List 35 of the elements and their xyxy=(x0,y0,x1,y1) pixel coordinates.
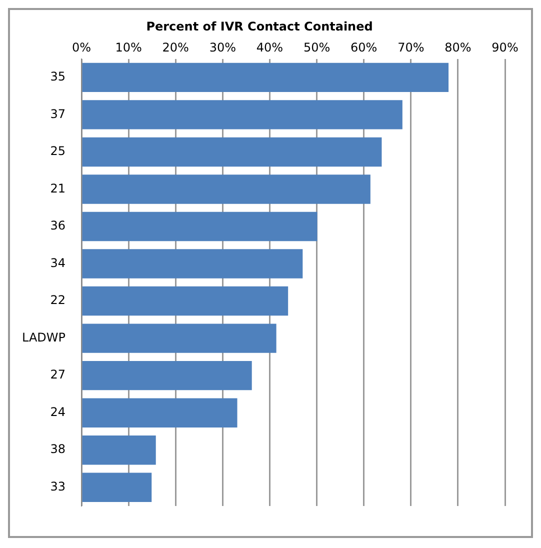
chart-title: Percent of IVR Contact Contained xyxy=(146,19,373,34)
y-tick-label: 21 xyxy=(50,181,66,196)
y-tick-label: 38 xyxy=(50,442,66,456)
bar xyxy=(82,62,449,92)
x-tick-label: 30% xyxy=(209,40,236,55)
y-tick-label: 37 xyxy=(50,106,66,121)
x-tick-label: 90% xyxy=(492,40,518,55)
bar xyxy=(82,286,288,316)
y-tick-label: 33 xyxy=(50,479,66,494)
y-tick-label: 36 xyxy=(50,218,66,233)
x-tick-label: 20% xyxy=(162,40,189,55)
bar xyxy=(82,137,382,167)
bar xyxy=(82,360,252,390)
bar xyxy=(82,435,156,465)
y-tick-label: 34 xyxy=(50,256,66,270)
x-tick-label: 50% xyxy=(303,40,330,55)
x-tick-label: 10% xyxy=(115,40,142,55)
x-tick-label: 0% xyxy=(72,40,92,55)
x-tick-label: 80% xyxy=(444,40,472,55)
x-tick-label: 70% xyxy=(398,40,424,55)
bar xyxy=(82,398,238,428)
x-tick-label: 40% xyxy=(256,40,284,55)
bar xyxy=(82,324,276,353)
bar xyxy=(82,212,318,242)
bar xyxy=(82,100,402,130)
y-tick-label: 24 xyxy=(50,404,66,419)
bar xyxy=(82,174,370,204)
x-tick-label: 60% xyxy=(350,40,378,55)
y-tick-label: 35 xyxy=(50,70,66,84)
y-tick-label: 27 xyxy=(50,368,66,382)
bar xyxy=(82,249,303,278)
bar xyxy=(82,472,152,502)
y-tick-label: LADWP xyxy=(22,330,66,344)
y-tick-label: 25 xyxy=(50,144,66,158)
y-tick-label: 22 xyxy=(50,293,66,308)
